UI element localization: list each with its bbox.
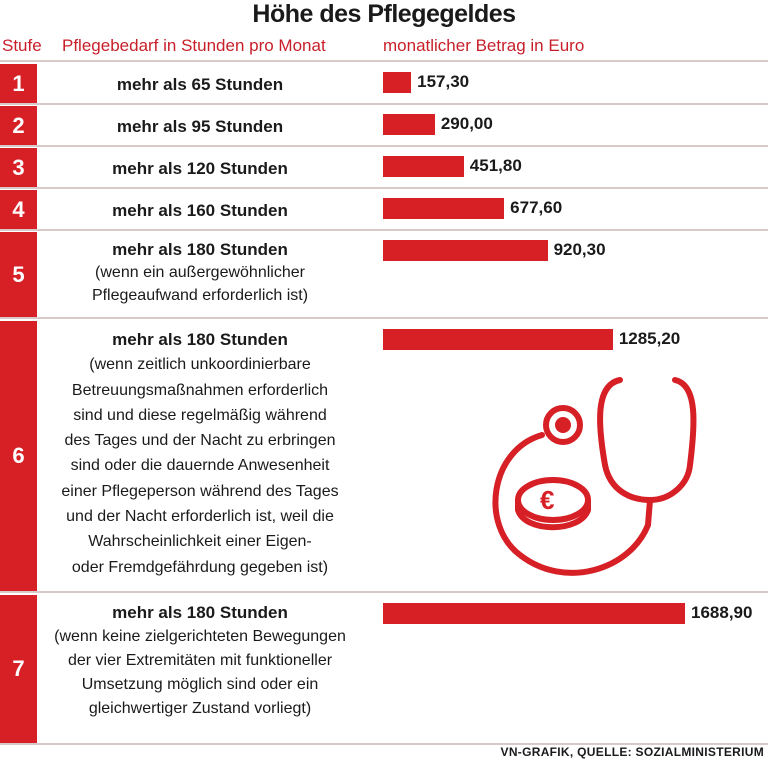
stethoscope-euro-coin-icon: € bbox=[492, 377, 697, 576]
table-row: 1 mehr als 65 Stunden 157,30 bbox=[0, 64, 768, 105]
stufe-badge: 7 bbox=[0, 595, 37, 743]
need-description: mehr als 65 Stunden bbox=[40, 73, 360, 96]
header-divider bbox=[0, 60, 768, 62]
table-row: 5 mehr als 180 Stunden (wenn ein außergewö… bbox=[0, 232, 768, 319]
amount-bar bbox=[383, 156, 464, 177]
need-description: mehr als 180 Stunden (wenn zeitlich unkoo… bbox=[40, 327, 360, 580]
need-hours: mehr als 180 Stunden bbox=[112, 240, 288, 259]
need-description: mehr als 180 Stunden (wenn keine zielgeri… bbox=[40, 601, 360, 721]
need-condition-line: (wenn keine zielgerichteten Bewegungen bbox=[54, 628, 346, 645]
need-condition-line: Betreuungsmaßnahmen erforderlich bbox=[71, 381, 329, 399]
need-hours: mehr als 180 Stunden bbox=[112, 330, 288, 349]
need-hours: mehr als 180 Stunden bbox=[112, 603, 288, 622]
stufe-badge: 4 bbox=[0, 190, 37, 229]
amount-bar bbox=[383, 329, 613, 350]
stufe-badge: 3 bbox=[0, 148, 37, 187]
need-condition-line: Pflegeaufwand erforderlich ist) bbox=[91, 287, 309, 304]
need-condition-line: der vier Extremitäten mit funktioneller bbox=[67, 652, 333, 669]
table-row: 6 mehr als 180 Stunden (wenn zeitlich unko… bbox=[0, 321, 768, 593]
amount-bar bbox=[383, 114, 435, 135]
stufe-badge: 1 bbox=[0, 64, 37, 103]
amount-label: 157,30 bbox=[417, 72, 470, 91]
stufe-badge: 2 bbox=[0, 106, 37, 145]
amount-bar bbox=[383, 240, 548, 261]
need-condition-line: des Tages und der Nacht zu erbringen bbox=[64, 432, 336, 450]
need-condition-line: gleichwertiger Zustand vorliegt) bbox=[88, 700, 312, 717]
need-condition-line: sind oder die dauernde Anwesenheit bbox=[70, 457, 330, 475]
need-condition-line: einer Pflegeperson während des Tages bbox=[61, 482, 339, 500]
amount-label: 920,30 bbox=[553, 240, 606, 259]
table-row: 2 mehr als 95 Stunden 290,00 bbox=[0, 106, 768, 147]
need-description: mehr als 160 Stunden bbox=[40, 199, 360, 222]
header-amount: monatlicher Betrag in Euro bbox=[383, 36, 585, 55]
amount-bar bbox=[383, 603, 685, 624]
need-condition-line: oder Fremdgefährdung gegeben ist) bbox=[71, 558, 329, 576]
table-row: 3 mehr als 120 Stunden 451,80 bbox=[0, 148, 768, 189]
amount-label: 451,80 bbox=[469, 156, 522, 175]
need-description: mehr als 95 Stunden bbox=[40, 115, 360, 138]
need-hours: mehr als 120 Stunden bbox=[112, 159, 288, 178]
amount-label: 290,00 bbox=[440, 114, 493, 133]
amount-bar bbox=[383, 198, 505, 219]
table-row: 7 mehr als 180 Stunden (wenn keine zielger… bbox=[0, 595, 768, 745]
stufe-badge: 5 bbox=[0, 232, 37, 317]
need-condition-line: Umsetzung möglich sind oder ein bbox=[81, 676, 319, 693]
header-stufe: Stufe bbox=[2, 36, 42, 55]
need-description: mehr als 180 Stunden (wenn ein außergewöh… bbox=[40, 238, 360, 307]
need-hours: mehr als 160 Stunden bbox=[112, 201, 288, 220]
need-condition-line: sind und diese regelmäßig während bbox=[73, 406, 327, 424]
table-row: 4 mehr als 160 Stunden 677,60 bbox=[0, 190, 768, 231]
svg-text:€: € bbox=[540, 485, 554, 515]
amount-bar bbox=[383, 72, 412, 93]
need-condition-line: und der Nacht erforderlich ist, weil die bbox=[66, 508, 334, 526]
need-condition-line: Wahrscheinlichkeit einer Eigen- bbox=[88, 533, 312, 551]
need-hours: mehr als 65 Stunden bbox=[116, 75, 284, 94]
stufe-badge: 6 bbox=[0, 321, 37, 591]
chart-title: Höhe des Pflegegeldes bbox=[252, 0, 516, 28]
need-condition-line: (wenn ein außergewöhnlicher bbox=[95, 264, 305, 281]
source-footer: VN-GRAFIK, QUELLE: SOZIALMINISTERIUM bbox=[500, 745, 764, 759]
need-hours: mehr als 95 Stunden bbox=[116, 117, 284, 136]
header-need: Pflegebedarf in Stunden pro Monat bbox=[62, 36, 326, 55]
need-description: mehr als 120 Stunden bbox=[40, 157, 360, 180]
need-condition-line: (wenn zeitlich unkoordinierbare bbox=[89, 356, 311, 374]
amount-label: 677,60 bbox=[510, 198, 563, 217]
amount-label: 1688,90 bbox=[691, 603, 753, 622]
amount-label: 1285,20 bbox=[618, 329, 681, 348]
